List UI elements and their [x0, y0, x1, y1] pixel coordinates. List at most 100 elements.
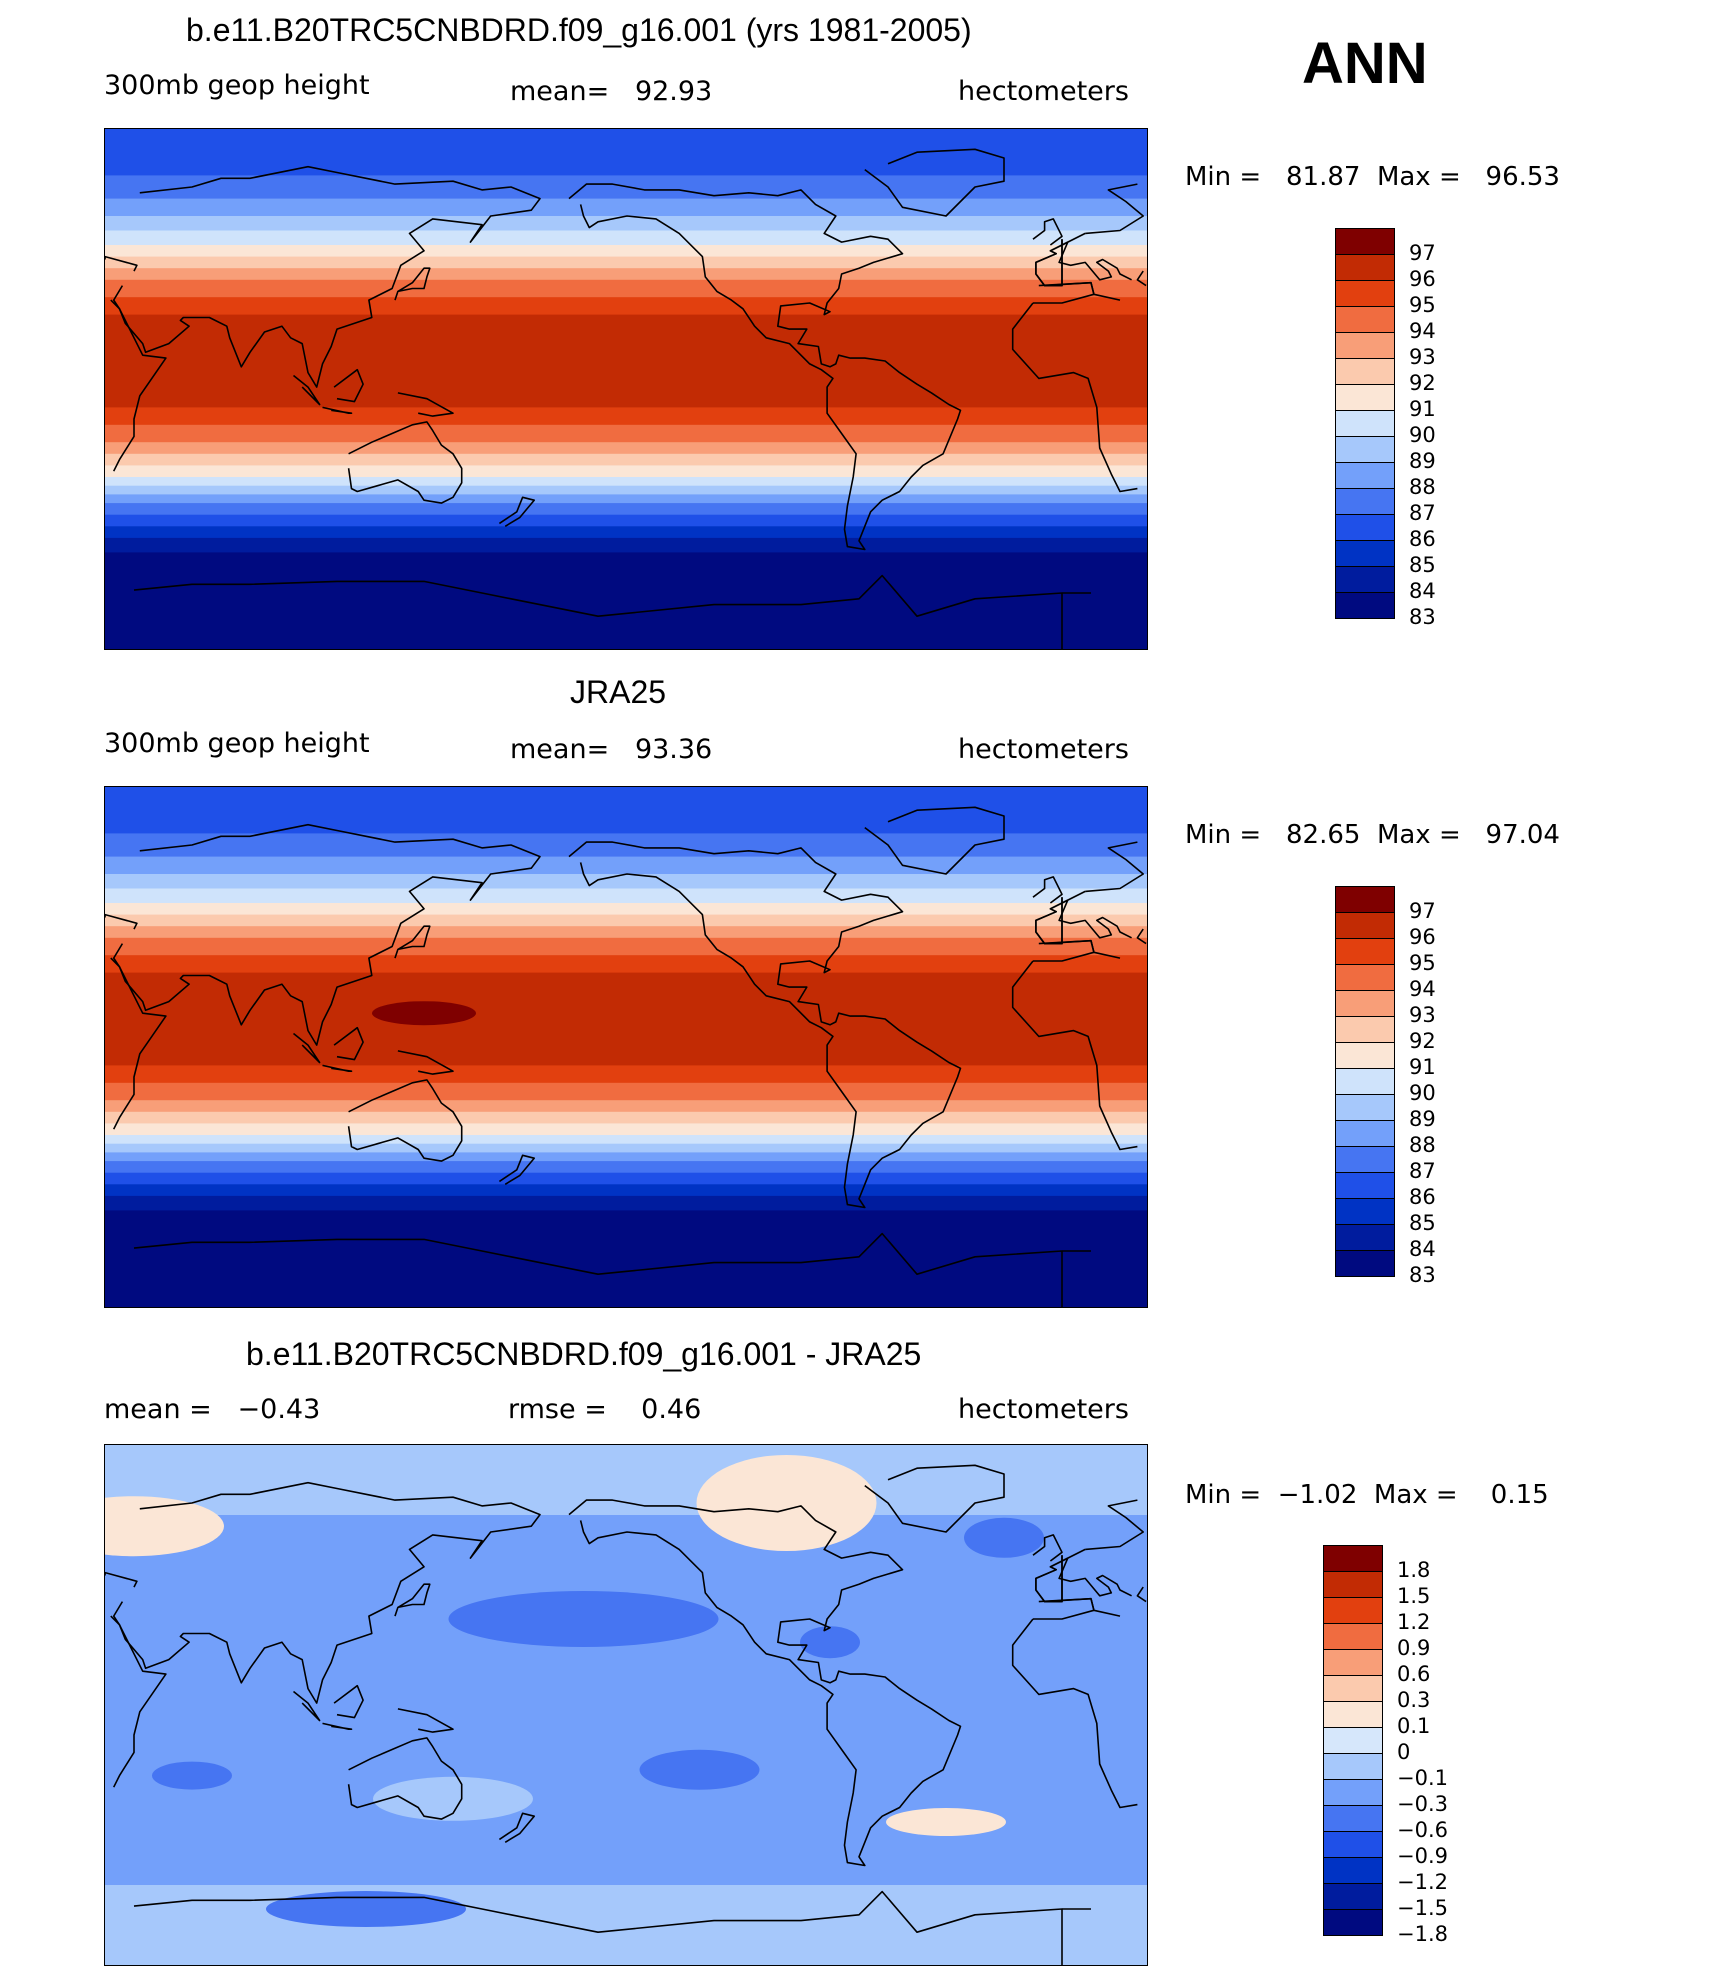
colorbar-label: 0.9 [1397, 1636, 1431, 1660]
contour-band [105, 514, 1147, 528]
colorbar-swatch [1335, 886, 1395, 913]
colorbar-swatch [1335, 514, 1395, 541]
colorbar-label: 88 [1409, 475, 1436, 499]
contour-region [448, 1591, 719, 1647]
colorbar-swatch [1335, 1068, 1395, 1095]
colorbar-swatch [1335, 1120, 1395, 1147]
coastline [568, 183, 962, 551]
contour-band [105, 314, 1147, 409]
colorbar-label: 84 [1409, 579, 1436, 603]
contour-band [105, 1065, 1147, 1084]
colorbar-label: 92 [1409, 371, 1436, 395]
contour-region [696, 1455, 877, 1551]
coastline [112, 1481, 541, 1704]
panel1-variable-label: 300mb geop height [104, 70, 370, 101]
colorbar-swatch [1335, 1172, 1395, 1199]
panel2-minmax: Min = 82.65 Max = 97.04 [1185, 820, 1560, 850]
contour-band [105, 230, 1147, 246]
colorbar-label: 95 [1409, 951, 1436, 975]
contour-band [105, 198, 1147, 217]
contour-band [105, 245, 1147, 258]
contour-region [266, 1891, 466, 1927]
panel3-colorbar: 1.8 1.5 1.2 0.9 0.6 0.3 0.1 0 −0.1 −0.3 −0.6 −0.9 −1… [1323, 1545, 1448, 1946]
coastline [1032, 1534, 1063, 1562]
colorbar-label: 97 [1409, 899, 1436, 923]
coastline [1058, 232, 1132, 281]
contour-band [105, 424, 1147, 444]
colorbar-label: 89 [1409, 449, 1436, 473]
colorbar-swatch [1323, 1805, 1383, 1832]
contour-band [105, 903, 1147, 916]
panel1-colorbar: 97 96 95 94 93 92 91 90 89 88 87 86 85 84 83 [1335, 228, 1436, 629]
colorbar-label: −1.5 [1397, 1896, 1448, 1920]
contour-band [105, 888, 1147, 904]
panel1-units-label: hectometers [958, 76, 1129, 107]
colorbar-label: 97 [1409, 241, 1436, 265]
colorbar-swatch [1335, 306, 1395, 333]
panel1-title: b.e11.B20TRC5CNBDRD.f09_g16.001 (yrs 198… [186, 12, 972, 48]
contour-band [105, 256, 1147, 270]
contour-band [105, 1184, 1147, 1197]
contour-band [105, 503, 1147, 516]
coastline [110, 1615, 167, 1788]
contour-band [105, 787, 1147, 835]
map-plot [105, 1445, 1147, 1965]
colorbar-label: −0.6 [1397, 1818, 1448, 1842]
colorbar-label: −0.1 [1397, 1766, 1448, 1790]
colorbar-swatch [1323, 1623, 1383, 1650]
contour-band [105, 833, 1147, 858]
colorbar-swatch [1335, 488, 1395, 515]
contour-band [105, 175, 1147, 200]
coastline [394, 1583, 431, 1617]
colorbar-swatch [1335, 1198, 1395, 1225]
colorbar-label: 0.1 [1397, 1714, 1431, 1738]
map-plot [105, 129, 1147, 649]
coastline [112, 823, 541, 1046]
contour-region [152, 1761, 232, 1790]
contour-band [105, 465, 1147, 478]
coastline [293, 1690, 321, 1722]
coastline [1136, 270, 1147, 287]
contour-band [105, 494, 1147, 505]
colorbar-swatch [1335, 1146, 1395, 1173]
colorbar-label: 87 [1409, 1159, 1436, 1183]
contour-band [105, 926, 1147, 939]
colorbar-label: 0.6 [1397, 1662, 1431, 1686]
contour-band [105, 442, 1147, 455]
contour-band [105, 407, 1147, 426]
coastline [110, 299, 167, 472]
colorbar-label: 91 [1409, 397, 1436, 421]
coastline [133, 1890, 1063, 1965]
coastline [1032, 218, 1063, 246]
coastline [568, 841, 962, 1209]
coastline [1058, 1548, 1132, 1597]
coastline [347, 1737, 463, 1820]
colorbar-swatch [1335, 540, 1395, 567]
contour-band [105, 485, 1147, 496]
colorbar-label: 94 [1409, 977, 1436, 1001]
coastline [133, 574, 1063, 649]
colorbar-label: 0.3 [1397, 1688, 1431, 1712]
coastline [397, 392, 454, 417]
contour-band [105, 955, 1147, 974]
colorbar-swatch [1323, 1649, 1383, 1676]
contour-region [105, 1445, 1147, 1515]
coastline [1011, 302, 1138, 493]
colorbar-swatch [1323, 1545, 1383, 1572]
panel2-variable-label: 300mb geop height [104, 728, 370, 759]
contour-max-blob [372, 1001, 476, 1026]
coastline [1136, 928, 1147, 945]
coastline [1085, 183, 1144, 235]
colorbar-swatch [1335, 1016, 1395, 1043]
coastline [293, 374, 321, 406]
coastline [394, 267, 431, 301]
contour-band [105, 874, 1147, 890]
contour-band [105, 1143, 1147, 1154]
contour-band [105, 1195, 1147, 1212]
colorbar-swatch [1335, 384, 1395, 411]
coastline [347, 1079, 463, 1162]
contour-region [964, 1517, 1044, 1558]
panel2-title: JRA25 [570, 674, 667, 710]
colorbar-label: 90 [1409, 1081, 1436, 1105]
colorbar-swatch [1335, 912, 1395, 939]
